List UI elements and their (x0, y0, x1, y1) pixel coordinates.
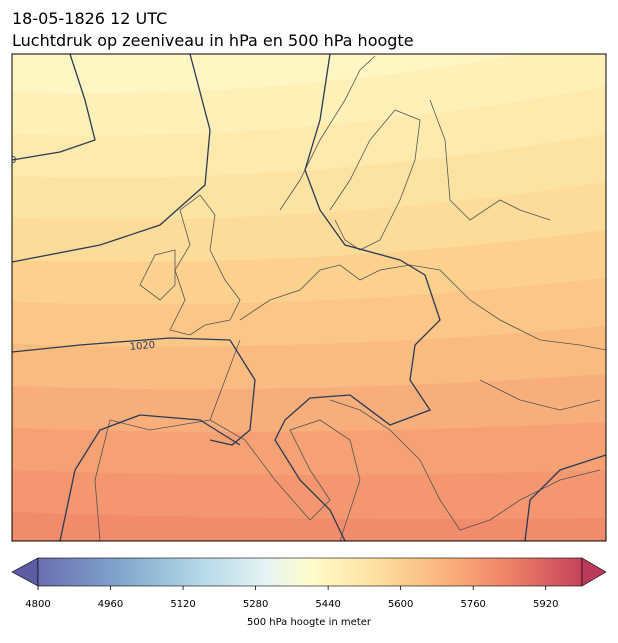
contour-label: 1020 (129, 340, 155, 353)
colorbar-tick-label: 5280 (243, 599, 268, 610)
contour-label: 0 (10, 155, 16, 166)
colorbar-label: 500 hPa hoogte in meter (247, 617, 372, 628)
title: Luchtdruk op zeeniveau in hPa en 500 hPa… (12, 31, 414, 50)
isobars (12, 54, 606, 541)
map: 1020 0 (10, 54, 606, 541)
colorbar-bar (37, 557, 583, 587)
colorbar-tick-label: 4800 (25, 599, 50, 610)
colorbar-tick-label: 5120 (170, 599, 195, 610)
colorbar-tick-label: 5760 (460, 599, 485, 610)
colorbar: 500 hPa hoogte in meter 4800 4960 5120 5280… (11, 557, 607, 628)
coastlines (94, 55, 606, 541)
height-bands (12, 54, 606, 541)
colorbar-tick-label: 4960 (98, 599, 123, 610)
date: 18-05-1826 12 UTC (12, 9, 167, 28)
height-band (12, 512, 606, 541)
map-frame (11, 53, 607, 542)
colorbar-tick-label: 5440 (315, 599, 340, 610)
colorbar-extend-high (581, 557, 607, 587)
colorbar-tick-label: 5600 (388, 599, 413, 610)
colorbar-tick-label: 5920 (533, 599, 558, 610)
colorbar-extend-low (11, 557, 39, 587)
